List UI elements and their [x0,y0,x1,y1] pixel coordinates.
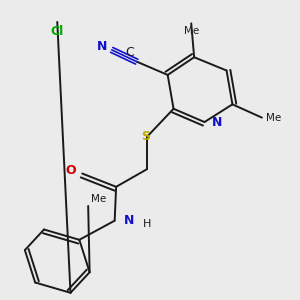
Text: N: N [97,40,107,53]
Text: Me: Me [91,194,106,205]
Text: Cl: Cl [51,25,64,38]
Text: C: C [125,46,134,59]
Text: Me: Me [266,112,282,123]
Text: H: H [142,219,151,229]
Text: N: N [124,214,134,227]
Text: O: O [66,164,76,177]
Text: N: N [212,116,222,128]
Text: S: S [141,130,150,143]
Text: Me: Me [184,26,199,36]
